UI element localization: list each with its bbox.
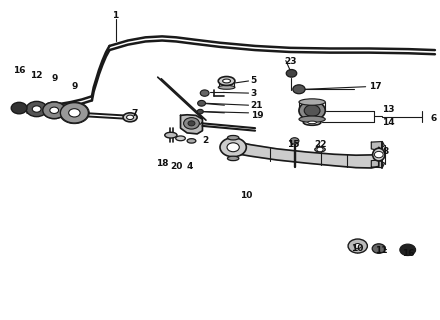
Circle shape (50, 107, 59, 114)
Ellipse shape (299, 99, 325, 105)
Circle shape (26, 101, 47, 117)
Polygon shape (180, 115, 202, 134)
Circle shape (400, 244, 416, 256)
Text: 22: 22 (315, 140, 327, 149)
Circle shape (197, 109, 203, 114)
Ellipse shape (123, 113, 137, 122)
Text: 17: 17 (369, 82, 382, 91)
Text: 18: 18 (156, 159, 169, 168)
Ellipse shape (315, 147, 325, 152)
Text: 16: 16 (13, 66, 26, 75)
Circle shape (374, 151, 383, 158)
Circle shape (11, 102, 27, 114)
Text: 6: 6 (430, 114, 437, 123)
Text: 8: 8 (382, 147, 389, 156)
Circle shape (304, 105, 320, 116)
Ellipse shape (218, 85, 235, 89)
Ellipse shape (176, 136, 185, 141)
Circle shape (299, 101, 325, 120)
Circle shape (293, 85, 305, 94)
Text: 9: 9 (51, 74, 57, 83)
Circle shape (183, 118, 199, 129)
Circle shape (317, 147, 323, 152)
Ellipse shape (223, 79, 231, 83)
Circle shape (290, 138, 299, 144)
Ellipse shape (165, 132, 177, 138)
Ellipse shape (187, 139, 196, 143)
Text: 5: 5 (251, 76, 257, 85)
Polygon shape (232, 141, 380, 168)
Circle shape (69, 109, 80, 117)
Ellipse shape (127, 115, 134, 120)
Polygon shape (371, 141, 385, 150)
Text: 12: 12 (30, 71, 43, 80)
Text: 14: 14 (382, 118, 395, 127)
Ellipse shape (227, 135, 239, 140)
Text: 7: 7 (131, 109, 138, 118)
Circle shape (32, 106, 41, 112)
Text: 9: 9 (71, 82, 77, 91)
Text: 3: 3 (251, 89, 257, 98)
Text: 2: 2 (202, 136, 209, 145)
Text: 16: 16 (402, 249, 415, 258)
Text: 21: 21 (251, 101, 263, 110)
Text: 11: 11 (375, 246, 388, 255)
Ellipse shape (303, 120, 321, 125)
Text: 15: 15 (287, 140, 300, 149)
Ellipse shape (308, 121, 316, 124)
Ellipse shape (218, 76, 235, 85)
Polygon shape (371, 160, 385, 168)
Text: 10: 10 (240, 191, 253, 200)
Text: 23: 23 (284, 57, 297, 66)
Circle shape (354, 244, 361, 249)
Circle shape (60, 103, 88, 123)
Circle shape (286, 69, 297, 77)
Ellipse shape (373, 148, 385, 161)
Text: 10: 10 (351, 244, 363, 253)
Circle shape (43, 102, 66, 119)
Text: 19: 19 (251, 111, 263, 120)
Text: 20: 20 (170, 162, 182, 171)
Circle shape (200, 90, 209, 96)
Circle shape (348, 239, 367, 253)
Ellipse shape (299, 116, 325, 123)
Text: 4: 4 (187, 162, 193, 171)
Circle shape (188, 121, 195, 126)
Circle shape (220, 138, 246, 157)
Circle shape (372, 244, 385, 253)
Text: 13: 13 (382, 105, 395, 114)
Circle shape (227, 143, 239, 152)
Circle shape (198, 100, 205, 106)
Text: 1: 1 (112, 11, 118, 20)
Ellipse shape (227, 156, 239, 161)
